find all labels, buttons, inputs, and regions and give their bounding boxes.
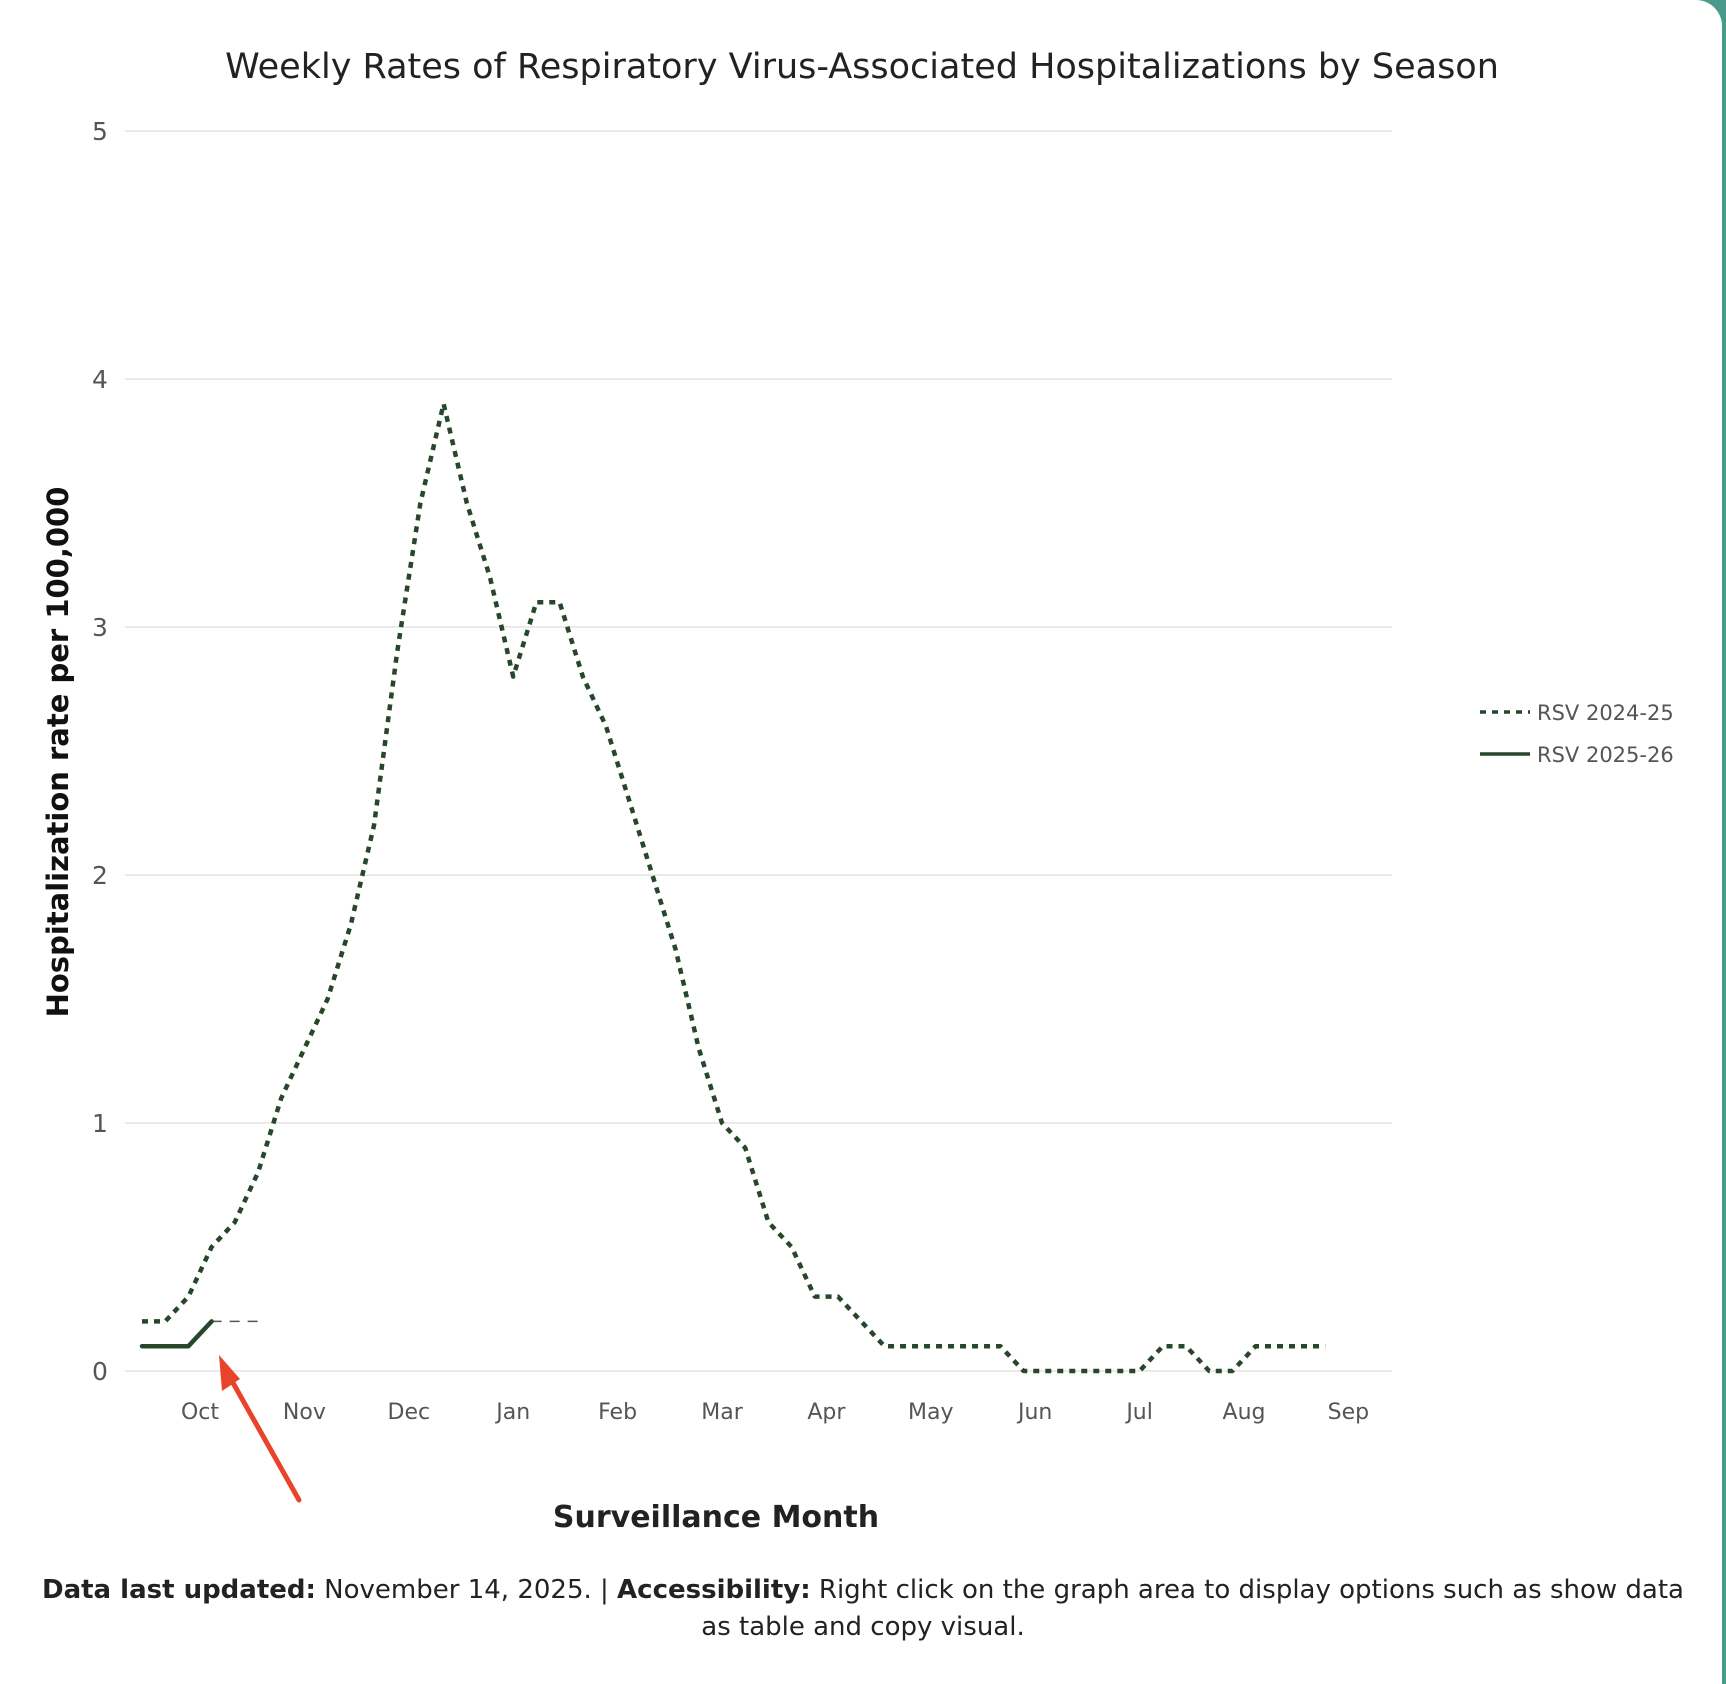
- accessibility-text: Right click on the graph area to display…: [701, 1575, 1684, 1642]
- x-tick-label: Mar: [701, 1400, 743, 1425]
- series-line-rsv-2025-26[interactable]: [139, 1319, 214, 1349]
- legend-item[interactable]: RSV 2025-26: [1480, 743, 1674, 767]
- y-tick-label: 1: [92, 1109, 108, 1138]
- arrow-shaft: [225, 1371, 302, 1503]
- footer-note: Data last updated: November 14, 2025. | …: [30, 1572, 1696, 1646]
- y-tick-label: 2: [92, 861, 108, 890]
- x-tick-label: Apr: [807, 1400, 846, 1425]
- y-tick-label: 5: [92, 117, 108, 146]
- x-tick-label: Jul: [1124, 1400, 1153, 1425]
- updated-value: November 14, 2025. |: [315, 1575, 618, 1605]
- updated-label: Data last updated:: [42, 1575, 316, 1605]
- x-axis-ticks: Oct Nov Dec Jan Feb Mar Apr May Jun Jul Aug Sep: [181, 1400, 1369, 1425]
- legend-item[interactable]: RSV 2024-25: [1480, 701, 1674, 725]
- x-tick-label: Aug: [1223, 1400, 1266, 1425]
- y-tick-label: 0: [92, 1357, 108, 1386]
- x-tick-label: Nov: [283, 1400, 326, 1425]
- x-tick-label: Oct: [181, 1400, 219, 1425]
- accessibility-label: Accessibility:: [617, 1575, 811, 1605]
- y-axis-ticks: 0 1 2 3 4 5: [92, 117, 108, 1386]
- x-tick-label: Sep: [1328, 1400, 1369, 1425]
- chart[interactable]: Weekly Rates of Respiratory Virus-Associ…: [0, 0, 1722, 1570]
- arrow-head: [219, 1355, 240, 1391]
- chart-title: Weekly Rates of Respiratory Virus-Associ…: [225, 47, 1499, 87]
- x-axis-label: Surveillance Month: [553, 1500, 879, 1535]
- y-axis-label: Hospitalization rate per 100,000: [41, 487, 75, 1018]
- y-tick-label: 3: [92, 613, 108, 642]
- gridlines: [125, 130, 1392, 1372]
- x-tick-label: May: [908, 1400, 953, 1425]
- x-tick-label: Jan: [494, 1400, 530, 1425]
- x-tick-label: Dec: [388, 1400, 431, 1425]
- series-line-rsv-2024-25[interactable]: [142, 401, 1326, 1374]
- legend[interactable]: RSV 2024-25 RSV 2025-26: [1480, 701, 1674, 767]
- legend-label: RSV 2025-26: [1537, 743, 1674, 767]
- x-tick-label: Feb: [598, 1400, 637, 1425]
- series-lines: [139, 401, 1326, 1374]
- x-tick-label: Jun: [1016, 1400, 1052, 1425]
- y-tick-label: 4: [92, 365, 108, 394]
- annotation-arrow: [219, 1355, 302, 1503]
- legend-label: RSV 2024-25: [1537, 701, 1674, 725]
